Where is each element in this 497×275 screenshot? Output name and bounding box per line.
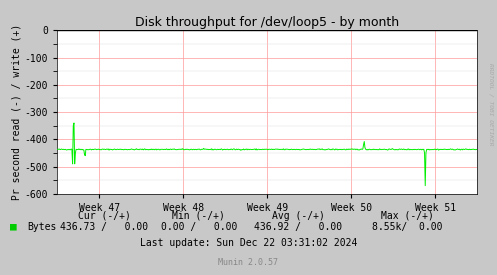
Y-axis label: Pr second read (-) / write (+): Pr second read (-) / write (+) <box>12 24 22 200</box>
Text: ■: ■ <box>10 222 17 232</box>
Text: 436.73 /   0.00: 436.73 / 0.00 <box>60 222 149 232</box>
Text: 8.55k/  0.00: 8.55k/ 0.00 <box>372 222 443 232</box>
Text: RRDTOOL / TOBI OETIKER: RRDTOOL / TOBI OETIKER <box>489 63 494 146</box>
Text: Cur (-/+): Cur (-/+) <box>78 211 131 221</box>
Text: 0.00 /   0.00: 0.00 / 0.00 <box>161 222 237 232</box>
Text: Min (-/+): Min (-/+) <box>172 211 225 221</box>
Text: Munin 2.0.57: Munin 2.0.57 <box>219 258 278 267</box>
Text: 436.92 /   0.00: 436.92 / 0.00 <box>254 222 342 232</box>
Title: Disk throughput for /dev/loop5 - by month: Disk throughput for /dev/loop5 - by mont… <box>135 16 399 29</box>
Text: Last update: Sun Dec 22 03:31:02 2024: Last update: Sun Dec 22 03:31:02 2024 <box>140 238 357 248</box>
Text: Max (-/+): Max (-/+) <box>381 211 434 221</box>
Text: Avg (-/+): Avg (-/+) <box>272 211 325 221</box>
Text: Bytes: Bytes <box>27 222 57 232</box>
